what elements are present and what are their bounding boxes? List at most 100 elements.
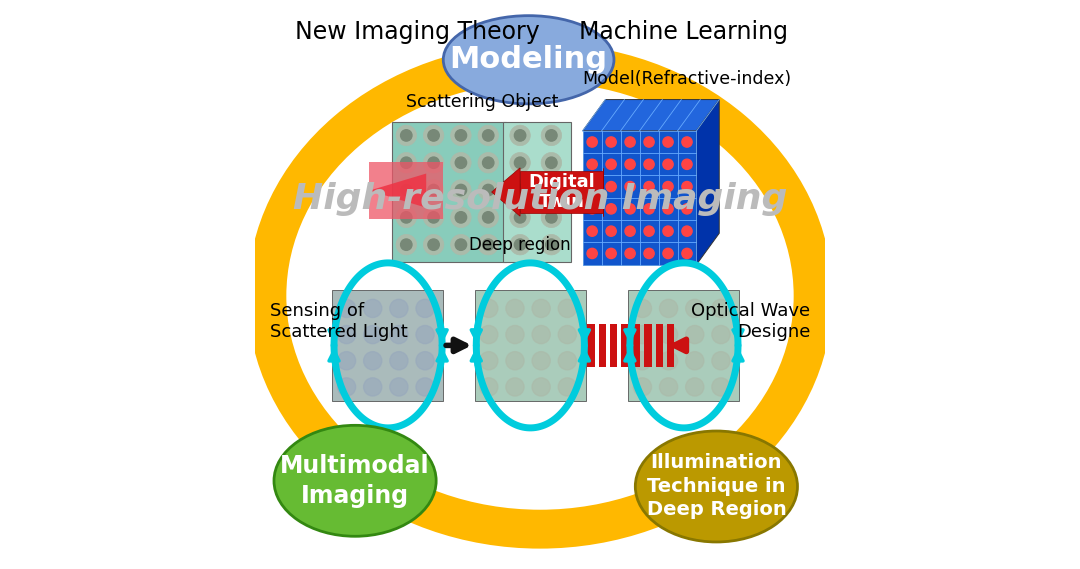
- Circle shape: [455, 130, 467, 141]
- Circle shape: [681, 159, 692, 170]
- Circle shape: [483, 184, 494, 196]
- Circle shape: [660, 378, 677, 396]
- Circle shape: [588, 248, 597, 258]
- Circle shape: [510, 152, 530, 173]
- Polygon shape: [491, 168, 521, 216]
- Circle shape: [545, 212, 557, 223]
- Circle shape: [423, 152, 444, 173]
- Circle shape: [337, 299, 355, 318]
- Circle shape: [396, 125, 417, 146]
- FancyBboxPatch shape: [588, 324, 595, 367]
- FancyBboxPatch shape: [503, 122, 571, 262]
- Circle shape: [681, 248, 692, 258]
- Circle shape: [660, 325, 677, 344]
- Circle shape: [450, 152, 471, 173]
- Circle shape: [514, 130, 526, 141]
- Circle shape: [428, 130, 440, 141]
- Circle shape: [337, 325, 355, 344]
- Circle shape: [606, 137, 617, 147]
- FancyBboxPatch shape: [598, 324, 606, 367]
- Circle shape: [606, 226, 617, 236]
- Circle shape: [545, 184, 557, 196]
- Circle shape: [663, 226, 673, 236]
- Circle shape: [633, 378, 651, 396]
- Circle shape: [450, 180, 471, 200]
- Circle shape: [588, 226, 597, 236]
- Circle shape: [625, 226, 635, 236]
- Circle shape: [337, 378, 355, 396]
- Text: Model(Refractive-index): Model(Refractive-index): [583, 70, 792, 88]
- Circle shape: [644, 226, 654, 236]
- Circle shape: [558, 352, 577, 370]
- FancyBboxPatch shape: [521, 171, 603, 213]
- Circle shape: [541, 234, 562, 255]
- Circle shape: [644, 204, 654, 214]
- Text: Machine Learning: Machine Learning: [579, 20, 787, 44]
- Text: Modeling: Modeling: [449, 46, 608, 74]
- Text: High-resolution Imaging: High-resolution Imaging: [293, 182, 787, 216]
- Circle shape: [686, 325, 704, 344]
- Circle shape: [480, 378, 498, 396]
- Circle shape: [712, 299, 730, 318]
- Circle shape: [663, 159, 673, 170]
- Text: Sensing of
Scattered Light: Sensing of Scattered Light: [270, 302, 407, 341]
- Circle shape: [450, 234, 471, 255]
- Circle shape: [480, 325, 498, 344]
- Circle shape: [478, 125, 499, 146]
- Circle shape: [396, 152, 417, 173]
- Circle shape: [505, 378, 524, 396]
- Circle shape: [681, 137, 692, 147]
- Circle shape: [712, 325, 730, 344]
- Circle shape: [644, 159, 654, 170]
- Circle shape: [396, 207, 417, 228]
- Circle shape: [401, 239, 411, 250]
- Circle shape: [450, 207, 471, 228]
- Circle shape: [401, 130, 411, 141]
- Circle shape: [663, 204, 673, 214]
- Text: Deep region: Deep region: [469, 236, 570, 254]
- Circle shape: [545, 157, 557, 168]
- Text: Optical Wave
Designe: Optical Wave Designe: [691, 302, 810, 341]
- Circle shape: [558, 299, 577, 318]
- Text: Digital
Twin: Digital Twin: [528, 172, 595, 212]
- Circle shape: [541, 125, 562, 146]
- Polygon shape: [583, 100, 719, 131]
- Circle shape: [510, 207, 530, 228]
- Circle shape: [558, 378, 577, 396]
- Circle shape: [401, 212, 411, 223]
- Circle shape: [364, 378, 382, 396]
- Circle shape: [663, 248, 673, 258]
- Circle shape: [390, 352, 408, 370]
- Circle shape: [428, 184, 440, 196]
- Circle shape: [401, 184, 411, 196]
- Circle shape: [712, 378, 730, 396]
- Circle shape: [541, 152, 562, 173]
- FancyBboxPatch shape: [666, 324, 674, 367]
- Circle shape: [625, 137, 635, 147]
- Circle shape: [514, 212, 526, 223]
- Circle shape: [455, 157, 467, 168]
- Circle shape: [606, 182, 617, 192]
- Circle shape: [423, 234, 444, 255]
- Circle shape: [686, 352, 704, 370]
- Circle shape: [588, 204, 597, 214]
- Polygon shape: [583, 131, 697, 265]
- Circle shape: [532, 325, 550, 344]
- Ellipse shape: [443, 16, 613, 104]
- Circle shape: [541, 207, 562, 228]
- Circle shape: [532, 299, 550, 318]
- Circle shape: [483, 239, 494, 250]
- Circle shape: [558, 325, 577, 344]
- Circle shape: [505, 299, 524, 318]
- Circle shape: [660, 299, 677, 318]
- Circle shape: [337, 352, 355, 370]
- Circle shape: [588, 182, 597, 192]
- Circle shape: [633, 299, 651, 318]
- Circle shape: [423, 207, 444, 228]
- FancyBboxPatch shape: [633, 324, 640, 367]
- Circle shape: [478, 234, 499, 255]
- Circle shape: [625, 204, 635, 214]
- FancyBboxPatch shape: [392, 122, 505, 262]
- Circle shape: [428, 212, 440, 223]
- Circle shape: [416, 378, 434, 396]
